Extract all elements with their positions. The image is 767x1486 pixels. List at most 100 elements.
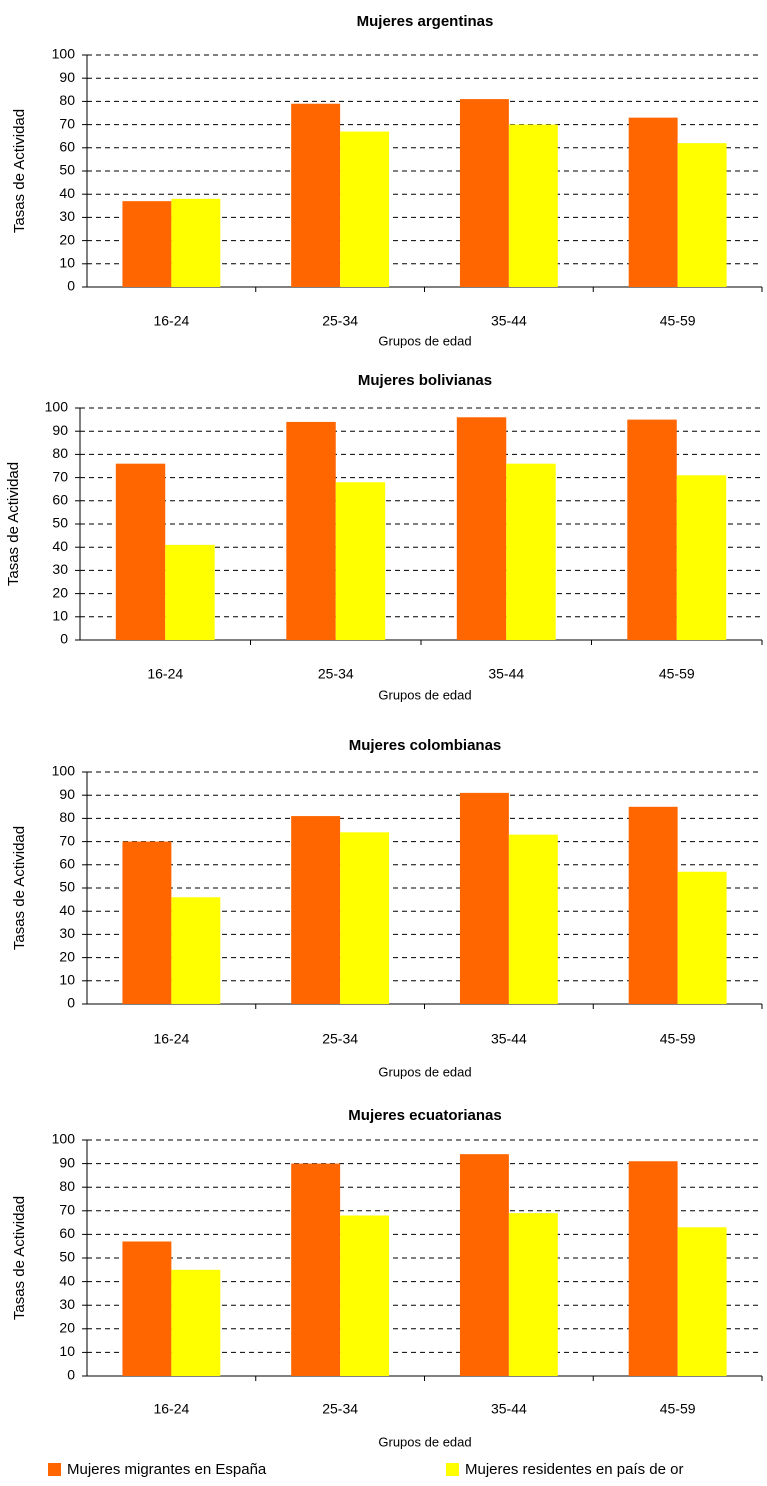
y-tick-label: 70 xyxy=(59,1202,75,1218)
x-axis-label: Grupos de edad xyxy=(378,1064,471,1079)
legend-label: Mujeres migrantes en España xyxy=(67,1461,267,1478)
y-tick-label: 0 xyxy=(60,631,68,647)
y-tick-label: 30 xyxy=(52,561,68,577)
bar xyxy=(335,482,386,640)
bar xyxy=(459,1154,509,1376)
bar xyxy=(122,841,172,1004)
x-axis-label: Grupos de edad xyxy=(378,1434,471,1449)
bar xyxy=(627,419,677,640)
y-tick-label: 80 xyxy=(52,445,68,461)
bar xyxy=(628,1161,678,1376)
bar xyxy=(677,871,727,1004)
y-tick-label: 60 xyxy=(59,139,75,155)
y-tick-label: 20 xyxy=(59,948,75,964)
bar xyxy=(628,806,678,1004)
y-axis-label: Tasas de Actividad xyxy=(11,1196,28,1320)
bar xyxy=(508,1213,558,1376)
y-tick-label: 10 xyxy=(59,972,75,988)
y-tick-label: 10 xyxy=(59,1343,75,1359)
y-tick-label: 90 xyxy=(59,786,75,802)
y-tick-label: 90 xyxy=(52,422,68,438)
bar xyxy=(506,463,556,640)
y-tick-label: 60 xyxy=(59,1225,75,1241)
bar xyxy=(165,544,215,640)
y-tick-label: 40 xyxy=(59,1272,75,1288)
x-tick-label: 16-24 xyxy=(153,1401,189,1417)
x-tick-label: 35-44 xyxy=(488,666,524,682)
bar xyxy=(122,201,172,287)
y-tick-label: 100 xyxy=(52,46,76,62)
y-tick-label: 60 xyxy=(52,492,68,508)
y-tick-label: 0 xyxy=(67,278,75,294)
y-tick-label: 100 xyxy=(52,763,76,779)
legend-swatch xyxy=(446,1463,459,1476)
x-tick-label: 16-24 xyxy=(153,313,189,329)
y-tick-label: 10 xyxy=(52,608,68,624)
chart-title: Mujeres ecuatorianas xyxy=(348,1107,501,1124)
y-tick-label: 100 xyxy=(45,399,69,415)
chart-title: Mujeres argentinas xyxy=(357,13,494,30)
bar xyxy=(122,1241,172,1376)
y-tick-label: 40 xyxy=(59,185,75,201)
y-tick-label: 20 xyxy=(52,584,68,600)
bar xyxy=(291,1163,341,1376)
x-tick-label: 35-44 xyxy=(491,313,527,329)
x-tick-label: 35-44 xyxy=(491,1401,527,1417)
y-tick-label: 20 xyxy=(59,1320,75,1336)
x-tick-label: 25-34 xyxy=(318,666,354,682)
x-tick-label: 25-34 xyxy=(322,313,358,329)
y-tick-label: 70 xyxy=(59,832,75,848)
bar xyxy=(286,421,336,640)
y-tick-label: 30 xyxy=(59,208,75,224)
y-tick-label: 70 xyxy=(59,115,75,131)
y-axis-label: Tasas de Actividad xyxy=(11,826,28,950)
y-tick-label: 40 xyxy=(59,902,75,918)
x-tick-label: 45-59 xyxy=(660,1031,696,1047)
bar xyxy=(171,198,221,287)
y-tick-label: 50 xyxy=(59,1249,75,1265)
bar xyxy=(677,143,727,287)
y-tick-label: 90 xyxy=(59,1154,75,1170)
bar xyxy=(115,463,166,640)
x-tick-label: 35-44 xyxy=(491,1031,527,1047)
x-tick-label: 45-59 xyxy=(660,1401,696,1417)
y-tick-label: 80 xyxy=(59,809,75,825)
y-tick-label: 0 xyxy=(67,995,75,1011)
y-tick-label: 80 xyxy=(59,92,75,108)
y-tick-label: 90 xyxy=(59,69,75,85)
y-tick-label: 30 xyxy=(59,1296,75,1312)
chart-title: Mujeres bolivianas xyxy=(358,372,492,389)
y-axis-label: Tasas de Actividad xyxy=(5,462,22,586)
bar xyxy=(508,124,558,287)
legend-label: Mujeres residentes en país de or xyxy=(465,1461,683,1478)
x-tick-label: 25-34 xyxy=(322,1031,358,1047)
x-axis-label: Grupos de edad xyxy=(378,687,471,702)
x-tick-label: 45-59 xyxy=(659,666,695,682)
y-tick-label: 50 xyxy=(52,515,68,531)
bar xyxy=(676,475,727,640)
y-tick-label: 0 xyxy=(67,1367,75,1383)
y-tick-label: 50 xyxy=(59,162,75,178)
bar xyxy=(677,1227,727,1376)
x-tick-label: 45-59 xyxy=(660,313,696,329)
bar xyxy=(340,1215,390,1376)
y-tick-label: 50 xyxy=(59,879,75,895)
bar xyxy=(171,897,221,1004)
x-tick-label: 16-24 xyxy=(147,666,183,682)
bar xyxy=(508,834,558,1004)
y-tick-label: 10 xyxy=(59,255,75,271)
bar xyxy=(291,103,341,287)
y-tick-label: 70 xyxy=(52,468,68,484)
legend-swatch xyxy=(48,1463,61,1476)
y-tick-label: 30 xyxy=(59,925,75,941)
y-tick-label: 60 xyxy=(59,856,75,872)
bar xyxy=(456,417,507,640)
y-tick-label: 20 xyxy=(59,231,75,247)
bar xyxy=(459,99,509,287)
bar xyxy=(171,1269,221,1376)
x-tick-label: 25-34 xyxy=(322,1401,358,1417)
chart-title: Mujeres colombianas xyxy=(349,737,502,754)
x-tick-label: 16-24 xyxy=(153,1031,189,1047)
bar xyxy=(340,131,390,287)
